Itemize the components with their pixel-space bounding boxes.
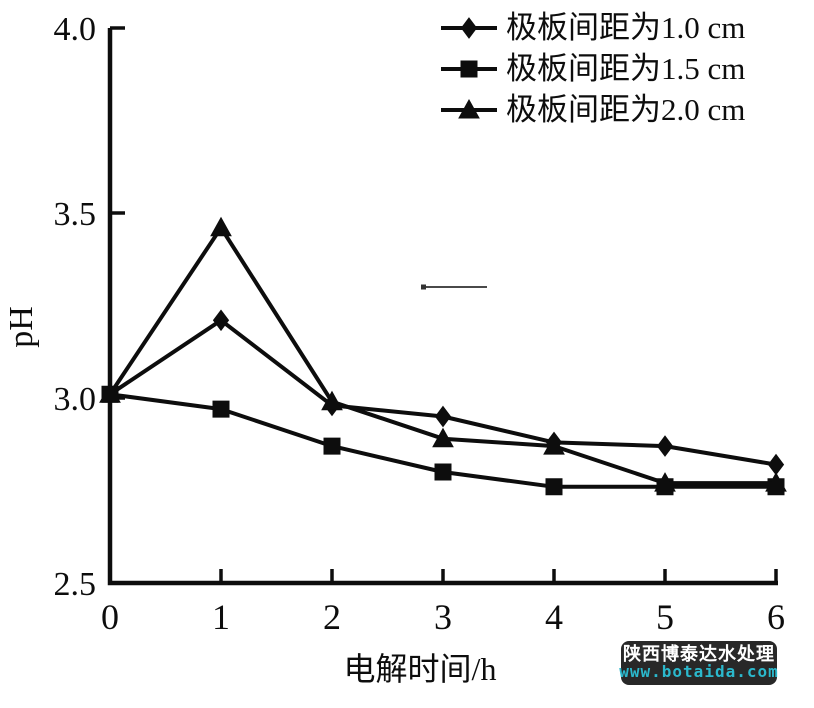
triangle-marker	[210, 216, 232, 237]
legend-item-2.0cm: 极板间距为2.0 cm	[438, 92, 745, 128]
legend-item-1.0cm: 极板间距为1.0 cm	[438, 10, 745, 46]
y-tick-label: 4.0	[54, 11, 97, 48]
x-tick-label: 0	[101, 597, 119, 637]
watermark-company: 陕西博泰达水处理	[623, 644, 775, 665]
triangle-marker	[654, 472, 676, 492]
triangle-marker	[765, 472, 787, 492]
diamond-marker	[656, 435, 674, 457]
x-axis-title: 电解时间/h	[343, 651, 497, 687]
diamond-marker-icon	[441, 17, 497, 39]
y-tick-label: 3.5	[54, 196, 97, 233]
legend-label: 极板间距为1.5 cm	[506, 51, 746, 86]
x-tick-label: 3	[434, 597, 452, 637]
y-tick-label: 3.0	[54, 381, 97, 418]
diamond-marker	[767, 453, 785, 476]
square-marker	[212, 400, 230, 418]
x-tick-label: 4	[545, 597, 563, 637]
triangle-marker	[432, 427, 454, 448]
legend-item-1.5cm: 极板间距为1.5 cm	[438, 51, 745, 87]
y-axis-title: pH	[3, 306, 40, 348]
triangle-marker-icon	[441, 98, 497, 119]
y-tick-label: 2.5	[54, 566, 97, 603]
x-tick-label: 1	[212, 597, 230, 637]
x-tick-label: 6	[767, 597, 785, 637]
stray-artifact-dot	[421, 284, 426, 290]
triangle-marker	[543, 435, 565, 455]
x-tick-label: 2	[323, 597, 341, 637]
legend: 极板间距为1.0 cm 极板间距为1.5 cm 极板间距为2.0 cm	[438, 10, 745, 128]
triangle-marker	[321, 390, 343, 411]
diamond-marker	[212, 309, 230, 332]
square-marker	[434, 463, 452, 481]
square-marker	[545, 478, 563, 496]
legend-label: 极板间距为1.0 cm	[506, 10, 746, 45]
square-marker-icon	[441, 60, 497, 78]
triangle-marker	[99, 383, 121, 403]
x-tick-label: 5	[656, 597, 674, 637]
diamond-marker	[434, 405, 452, 428]
watermark-url: www.botaida.com	[619, 662, 779, 682]
watermark-badge: 陕西博泰达水处理 www.botaida.com	[619, 641, 779, 685]
square-marker	[323, 437, 341, 455]
legend-label: 极板间距为2.0 cm	[506, 92, 746, 127]
